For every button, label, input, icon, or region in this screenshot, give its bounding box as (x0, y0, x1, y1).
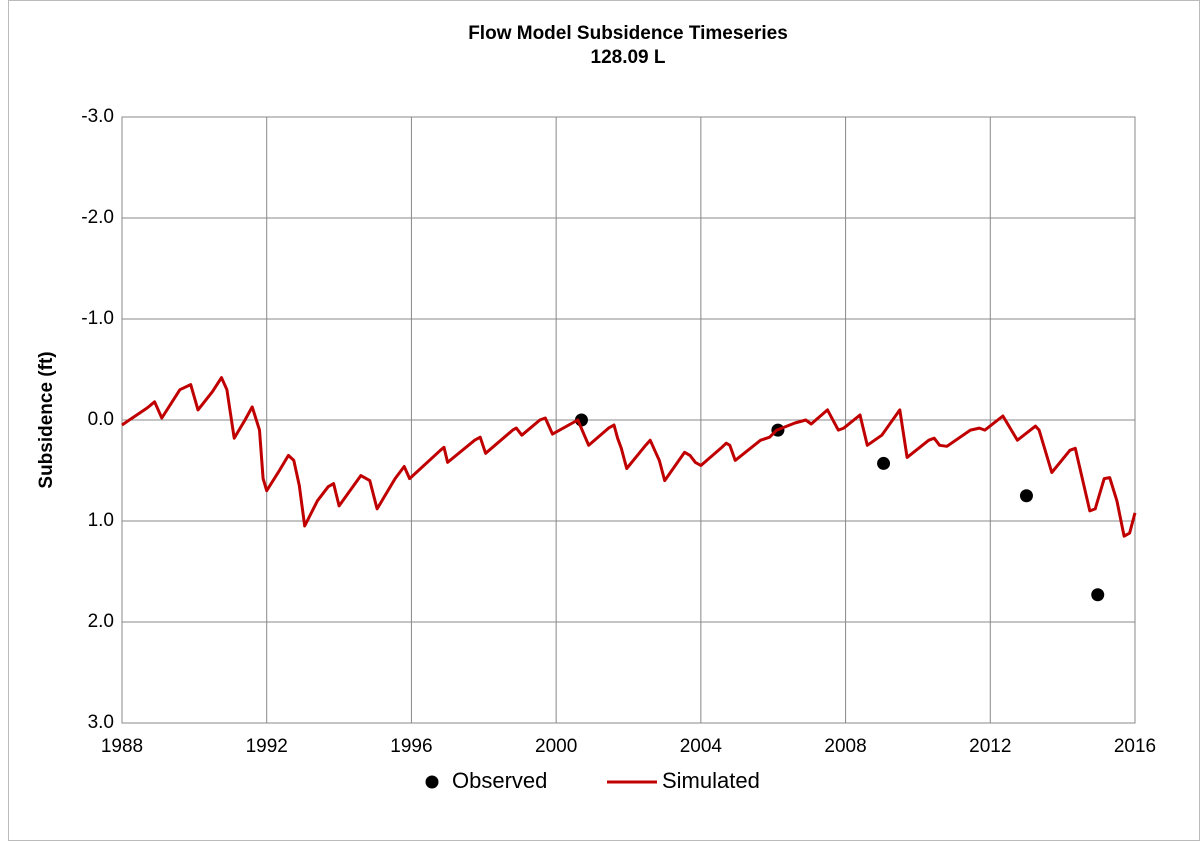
legend-label: Observed (452, 768, 547, 793)
x-tick-label: 2012 (969, 736, 1011, 757)
x-tick-label: 2008 (824, 736, 866, 757)
chart-title: Flow Model Subsidence Timeseries (468, 23, 788, 44)
observed-point (1091, 588, 1105, 602)
y-tick-label: -2.0 (81, 207, 114, 228)
y-tick-label: 1.0 (88, 510, 114, 531)
y-tick-label: 0.0 (88, 409, 114, 430)
x-tick-label: 1992 (246, 736, 288, 757)
legend-label: Simulated (662, 768, 760, 793)
x-tick-label: 2004 (680, 736, 723, 757)
y-tick-label: 3.0 (88, 712, 114, 733)
x-tick-label: 1996 (390, 736, 432, 757)
observed-point (1019, 489, 1033, 503)
y-tick-label: -1.0 (81, 308, 114, 329)
simulated-line (121, 376, 1137, 538)
x-tick-label: 2000 (535, 736, 577, 757)
observed-point (877, 456, 891, 470)
chart-subtitle: 128.09 L (591, 47, 666, 68)
legend-marker (425, 775, 439, 789)
y-tick-label: -3.0 (81, 106, 114, 127)
y-axis-label: Subsidence (ft) (36, 351, 57, 488)
x-tick-label: 2016 (1114, 736, 1156, 757)
y-tick-label: 2.0 (88, 611, 114, 632)
x-tick-label: 1988 (101, 736, 143, 757)
